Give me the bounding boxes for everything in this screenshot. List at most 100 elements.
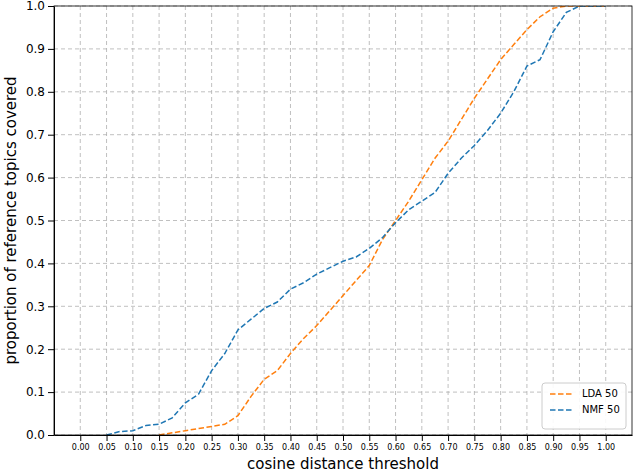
tick-mark <box>159 435 160 441</box>
tick-label: 0.50 <box>335 443 353 452</box>
grid-line <box>54 306 632 307</box>
tick-mark <box>48 49 54 50</box>
plot: 0.00 0.05 0.10 0.15 0.20 0.25 0.30 0.35 0.40 0.45… <box>26 0 633 452</box>
grid-line <box>605 6 606 435</box>
series-line <box>159 6 606 435</box>
tick: 1.00 <box>597 435 615 452</box>
tick-label: 0.2 <box>26 343 45 357</box>
tick: 0.1 <box>26 385 54 399</box>
tick: 0.35 <box>256 435 274 452</box>
y-axis: 0.0 0.1 0.2 0.3 0.4 0.5 0.6 0.7 0.8 0.9 1.0 <box>26 0 55 442</box>
tick-mark <box>48 392 54 393</box>
tick-mark <box>501 435 502 441</box>
grid-line <box>80 6 81 435</box>
grid <box>54 6 632 435</box>
tick: 0.25 <box>203 435 221 452</box>
y-axis-title: proportion of reference topics covered <box>2 76 20 364</box>
tick-label: 0.6 <box>26 171 45 185</box>
grid-line <box>54 48 632 49</box>
tick-label: 0.75 <box>466 443 484 452</box>
tick: 0.80 <box>492 435 510 452</box>
tick-label: 0.20 <box>177 443 195 452</box>
tick-label: 0.8 <box>26 85 45 99</box>
x-axis: 0.00 0.05 0.10 0.15 0.20 0.25 0.30 0.35 0.40 0.45… <box>55 435 633 452</box>
grid-line <box>54 177 632 178</box>
tick-label: 1.00 <box>597 443 615 452</box>
tick-label: 0.45 <box>308 443 326 452</box>
tick: 0.00 <box>72 435 90 452</box>
grid-line <box>54 220 632 221</box>
tick: 0.40 <box>282 435 300 452</box>
legend-swatch <box>550 393 574 395</box>
tick-label: 0.7 <box>26 128 45 142</box>
tick: 0.45 <box>308 435 326 452</box>
legend-label: NMF 50 <box>582 404 620 415</box>
tick-mark <box>80 435 81 441</box>
tick-label: 0.35 <box>256 443 274 452</box>
tick-mark <box>48 178 54 179</box>
tick-label: 0.10 <box>124 443 142 452</box>
tick: 0.10 <box>124 435 142 452</box>
tick-mark <box>212 435 213 441</box>
tick: 0.90 <box>545 435 563 452</box>
grid-line <box>185 6 186 435</box>
tick: 0.95 <box>571 435 589 452</box>
tick-label: 0.80 <box>492 443 510 452</box>
x-axis-title: cosine distance threshold <box>247 455 439 473</box>
tick-label: 0.60 <box>387 443 405 452</box>
tick-label: 0.90 <box>545 443 563 452</box>
tick: 0.3 <box>26 300 54 314</box>
frame <box>54 6 632 435</box>
tick-mark <box>48 221 54 222</box>
chart: 0.00 0.05 0.10 0.15 0.20 0.25 0.30 0.35 0.40 0.45… <box>0 0 640 475</box>
tick: 0.8 <box>26 85 54 99</box>
tick-mark <box>422 435 423 441</box>
tick-label: 0.15 <box>151 443 169 452</box>
tick-label: 0.55 <box>361 443 379 452</box>
tick-mark <box>527 435 528 441</box>
tick-label: 0.95 <box>571 443 589 452</box>
tick-mark <box>369 435 370 441</box>
tick-label: 0.85 <box>519 443 537 452</box>
tick-label: 0.4 <box>26 257 45 271</box>
grid-line <box>54 263 632 264</box>
axis-line <box>54 7 55 436</box>
tick-mark <box>185 435 186 441</box>
grid-line <box>54 91 632 92</box>
tick-mark <box>579 435 580 441</box>
tick-label: 0.05 <box>98 443 116 452</box>
tick-label: 0.00 <box>72 443 90 452</box>
tick: 0.5 <box>26 214 54 228</box>
tick: 0.75 <box>466 435 484 452</box>
tick-mark <box>48 263 54 264</box>
tick: 0.70 <box>440 435 458 452</box>
tick-label: 1.0 <box>26 0 45 13</box>
tick-mark <box>343 435 344 441</box>
tick: 0.65 <box>413 435 431 452</box>
tick: 0.85 <box>519 435 537 452</box>
tick: 0.6 <box>26 171 54 185</box>
tick-label: 0.3 <box>26 300 45 314</box>
tick-mark <box>396 435 397 441</box>
tick-mark <box>290 435 291 441</box>
tick: 0.05 <box>98 435 116 452</box>
grid-line <box>290 6 291 435</box>
tick-mark <box>48 349 54 350</box>
legend: LDA 50NMF 50 <box>542 383 626 429</box>
tick: 0.20 <box>177 435 195 452</box>
tick: 0.50 <box>335 435 353 452</box>
legend-swatch <box>550 409 574 411</box>
tick-mark <box>107 435 108 441</box>
tick-label: 0.5 <box>26 214 45 228</box>
tick-mark <box>238 435 239 441</box>
tick: 0.9 <box>26 42 54 56</box>
tick-label: 0.0 <box>26 428 45 442</box>
tick-label: 0.1 <box>26 385 45 399</box>
tick-mark <box>606 435 607 441</box>
lines <box>107 6 606 435</box>
tick-label: 0.30 <box>230 443 248 452</box>
tick-mark <box>48 435 54 436</box>
tick-mark <box>264 435 265 441</box>
tick-label: 0.25 <box>203 443 221 452</box>
tick: 0.55 <box>361 435 379 452</box>
